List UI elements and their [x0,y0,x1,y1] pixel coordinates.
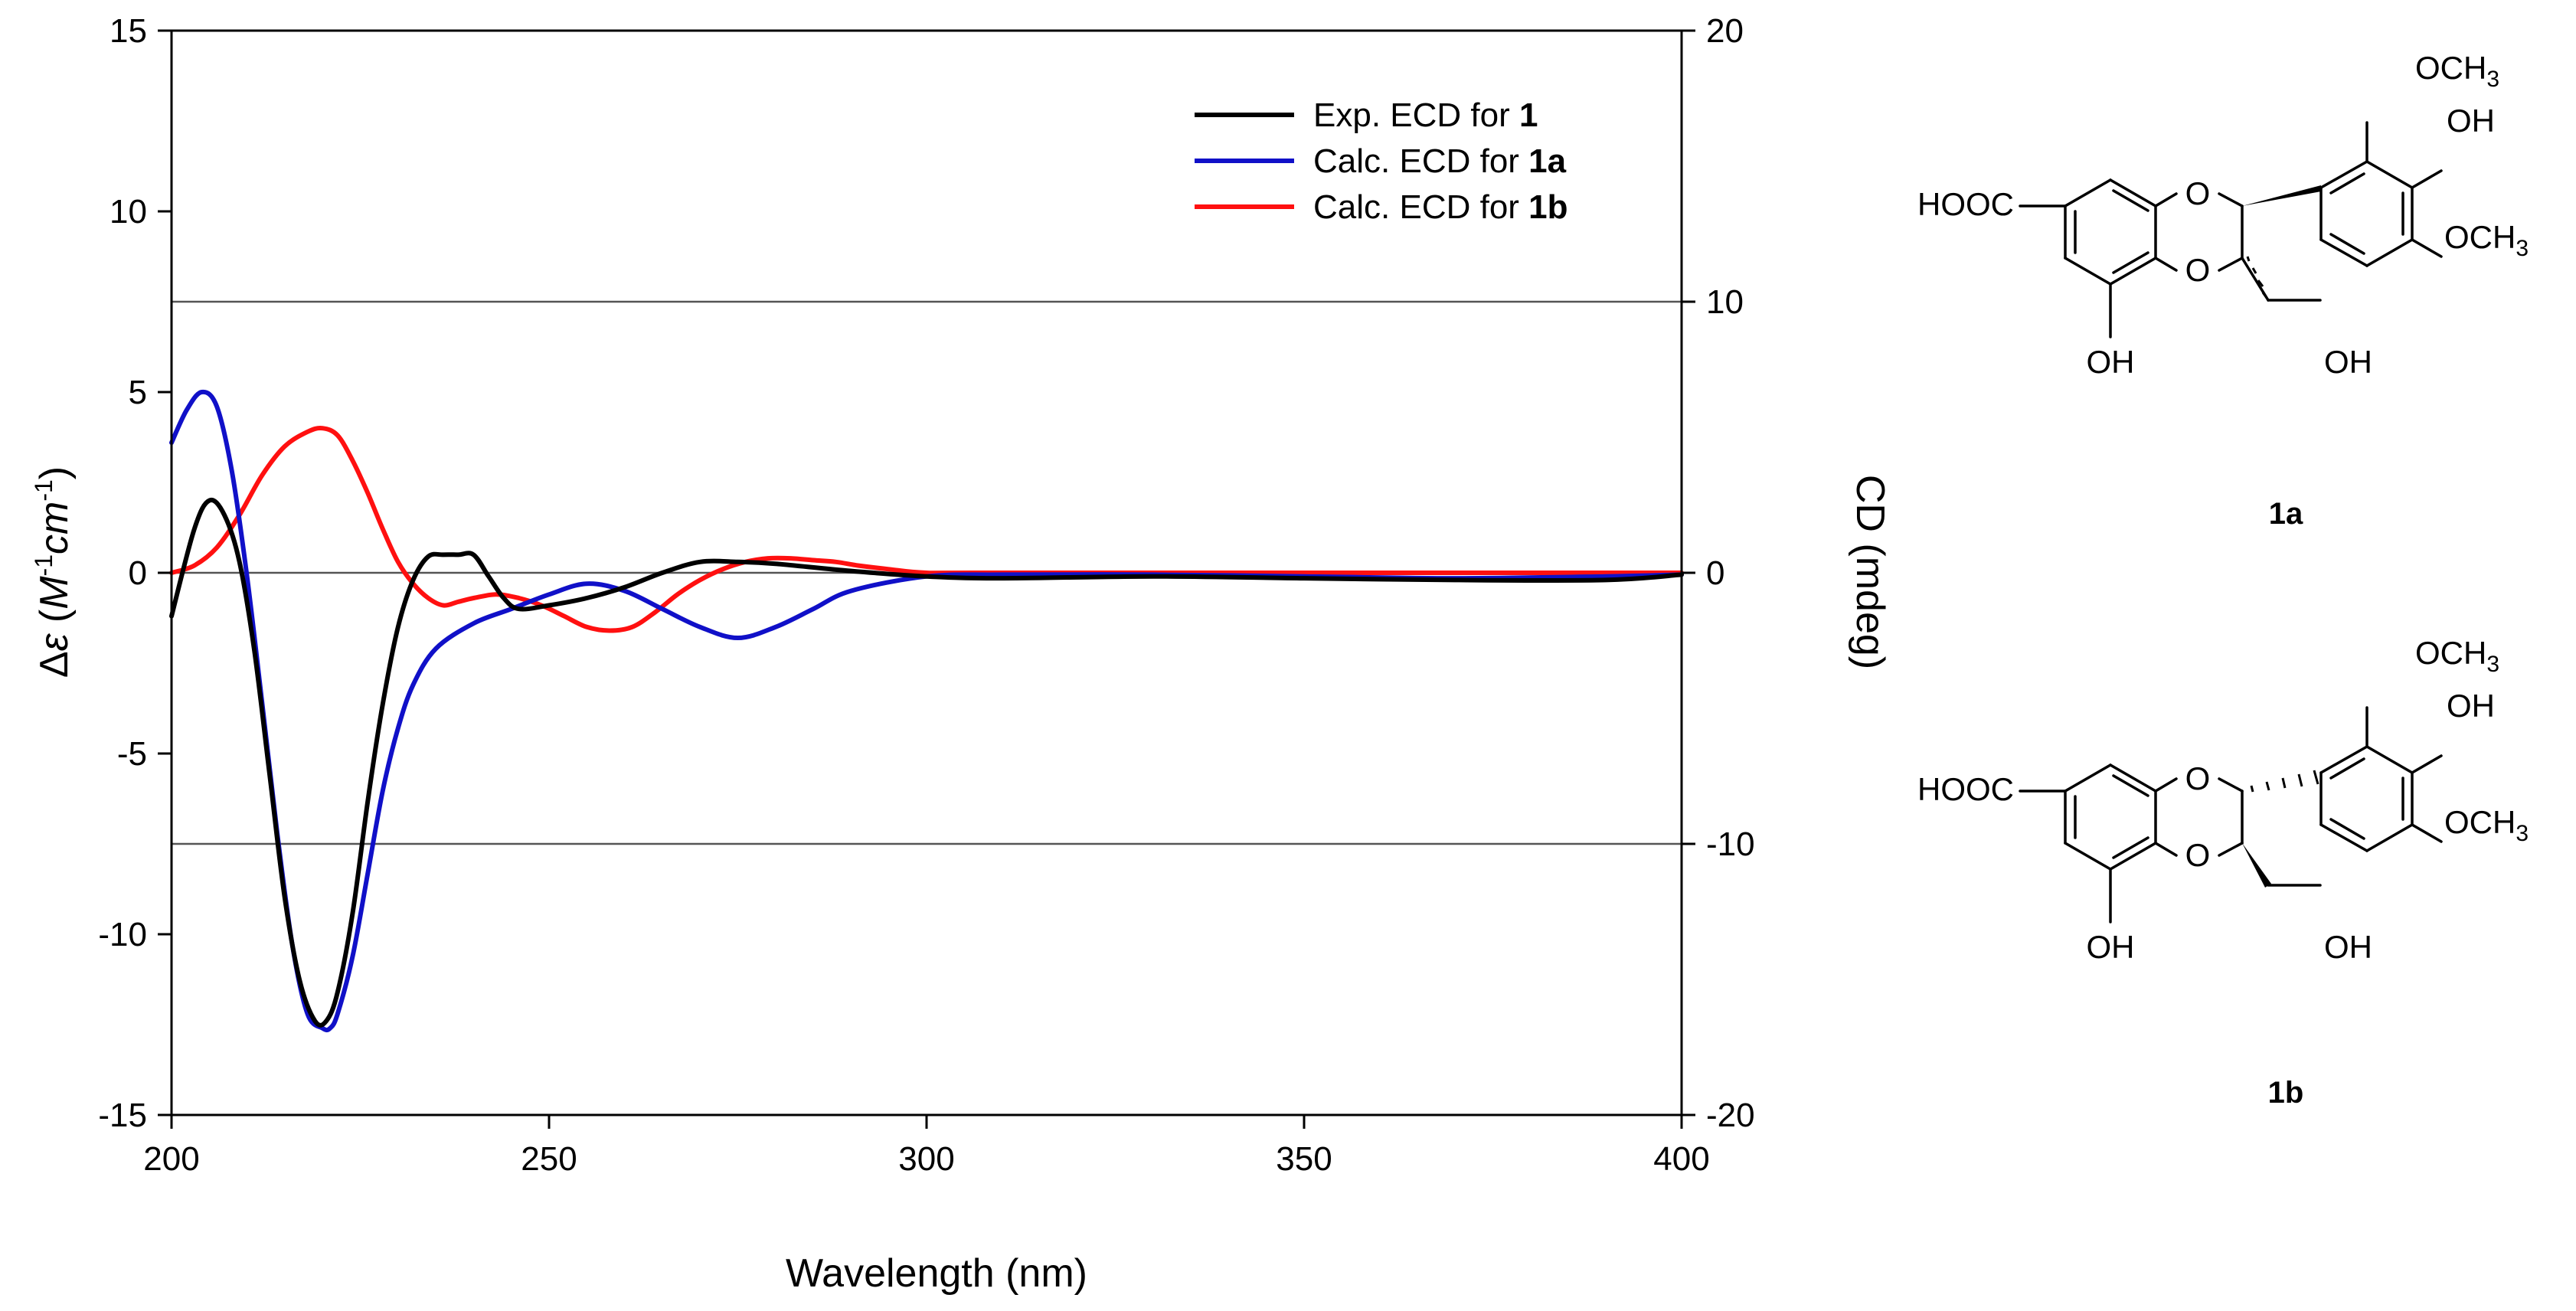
legend-label-2: Calc. ECD for 1b [1313,188,1568,226]
series-line-0 [169,498,1684,1028]
legend: Exp. ECD for 1 Calc. ECD for 1a Calc. ECD … [1195,96,1568,226]
y-tick-label-5: -10 [98,916,147,953]
y-title-epsilon: ε [32,633,77,651]
y-tick-label-1: 10 [110,193,147,230]
x-tick-label-4: 400 [1653,1140,1709,1178]
label-ring-o1: O [2185,175,2211,211]
label-och3-meta: OCH3 [2444,804,2529,846]
y-tick-label-6: -15 [98,1097,147,1134]
hash-bond [2250,770,2319,793]
label-oh-ch2: OH [2324,344,2372,380]
y-title-open: ( [32,609,77,633]
y2-tick-label-2: 0 [1706,554,1724,592]
wedge-bond [2242,185,2321,206]
y-tick-label-4: -5 [117,735,147,773]
x-tick-label-0: 200 [143,1140,199,1178]
y-title-close: ) [32,466,77,479]
legend-label-0: Exp. ECD for 1 [1313,96,1538,134]
legend-label-1: Calc. ECD for 1a [1313,142,1567,180]
y2-axis-title: CD (mdeg) [1848,475,1892,669]
series-line-1 [169,389,1684,1033]
ticks: 200 250 300 350 400 15 10 5 0 -5 -10 -15 20 10 0 -10 -20 [98,12,1754,1178]
x-axis-title: Wavelength (nm) [786,1251,1087,1296]
label-cooh: HOOC [1917,186,2014,222]
label-oh-ch2: OH [2324,929,2372,965]
label-oh-phenol: OH [2087,929,2135,965]
x-tick-label-2: 300 [898,1140,954,1178]
label-och3-top: OCH3 [2415,50,2499,92]
label-cooh: HOOC [1917,771,2014,807]
x-tick-label-3: 350 [1276,1140,1332,1178]
label-compound-1b: 1b [2268,1076,2304,1110]
y2-tick-label-4: -20 [1706,1097,1755,1134]
label-ring-o2: O [2185,252,2211,288]
hash-bond [2246,256,2270,302]
label-och3-meta: OCH3 [2444,219,2529,261]
y-tick-label-3: 0 [129,554,147,592]
y-axis-title: Δε (M-1cm-1) [30,466,77,678]
y-tick-label-0: 15 [110,12,147,50]
y-tick-label-2: 5 [129,374,147,411]
curves [169,389,1684,1033]
y-title-cm-exp: -1 [30,479,57,501]
ecd-chart: 200 250 300 350 400 15 10 5 0 -5 -10 -15 20 10 0 -10 -20… [30,12,1892,1296]
label-oh-para: OH [2447,688,2495,724]
label-ring-o1: O [2185,760,2211,796]
y-title-m: M [32,576,77,610]
y-title-delta: Δ [32,651,77,678]
y-title-m-exp: -1 [30,554,57,576]
label-oh-phenol: OH [2087,344,2135,380]
y2-tick-label-3: -10 [1706,826,1755,863]
label-oh-para: OH [2447,103,2495,139]
y-title-cm: cm [32,502,77,554]
y2-tick-label-0: 20 [1706,12,1744,50]
label-compound-1a: 1a [2269,497,2303,531]
wedge-bond [2242,843,2271,888]
structure-1a: OCH3 OH OCH3 HOOC O O OH OH 1a [1917,50,2529,531]
y2-tick-label-1: 10 [1706,283,1744,321]
label-ring-o2: O [2185,837,2211,873]
series-line-2 [169,426,1684,633]
structure-1b: OCH3 OH OCH3 HOOC O O OH OH 1b [1917,635,2529,1110]
x-tick-label-1: 250 [521,1140,577,1178]
label-och3-top: OCH3 [2415,635,2499,677]
